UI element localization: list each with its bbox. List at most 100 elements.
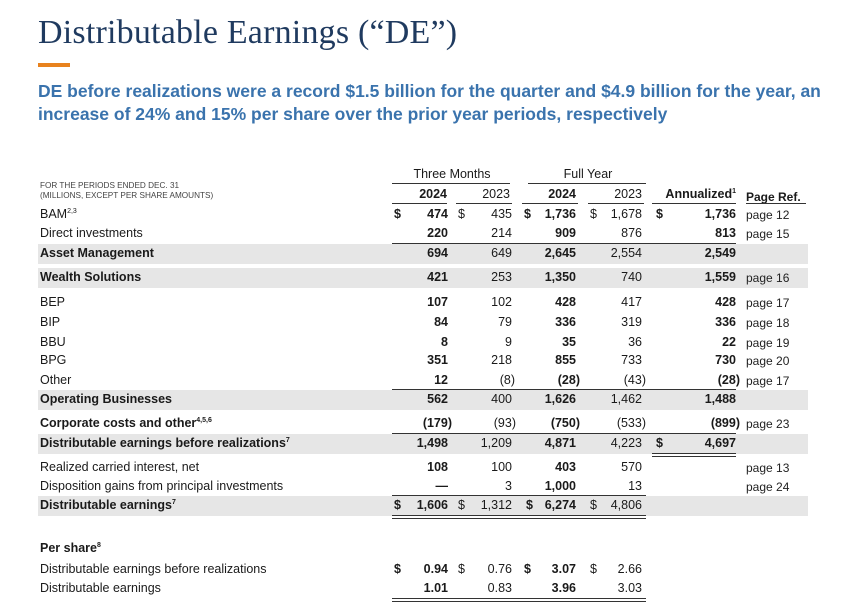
cell-fy2023: 733	[621, 353, 642, 367]
cell-fy2024: 3.96	[551, 581, 576, 595]
row-label: BBU	[40, 335, 66, 349]
cell-fy2024: (750)	[550, 416, 580, 430]
footnote-marker: 2,3	[67, 207, 77, 215]
cell-fy2024: 855	[555, 353, 576, 367]
cell-fy2023: 417	[621, 295, 642, 309]
footnote-marker: 8	[96, 541, 101, 549]
cell-q2024: 1.01	[423, 581, 448, 595]
currency-symbol: $	[590, 207, 597, 221]
cell-q2024: —	[435, 479, 449, 493]
table-row-total: Distributable earnings7 $ 1,606 $ 1,312 …	[38, 496, 808, 516]
total-double-underline	[392, 598, 646, 602]
cell-annualized: 730	[715, 353, 736, 367]
header-three-months: Three Months	[413, 167, 491, 181]
cell-q2024: 108	[427, 460, 448, 474]
page-ref: page 15	[746, 227, 790, 241]
col-header-underline	[746, 203, 806, 204]
cell-annualized: 813	[715, 226, 736, 240]
table-row-subtotal: Asset Management 694 649 2,645 2,554 2,5…	[38, 244, 808, 264]
cell-q2023: 400	[491, 392, 512, 406]
cell-q2023: 214	[491, 226, 512, 240]
row-label: BIP	[40, 315, 61, 329]
table-row-subtotal: Operating Businesses 562 400 1,626 1,462…	[38, 390, 808, 410]
row-label-text: Distributable earnings before realizatio…	[40, 436, 286, 450]
per-share-title: Per share8	[40, 541, 101, 555]
cell-q2024: 8	[441, 335, 448, 349]
per-share-title-text: Per share	[40, 541, 97, 555]
cell-fy2023: 570	[621, 460, 642, 474]
cell-annualized: (899)	[710, 416, 740, 430]
cell-annualized: 4,697	[704, 436, 736, 450]
row-label: Distributable earnings before realizatio…	[40, 436, 290, 450]
currency-symbol: $	[524, 207, 531, 221]
cell-fy2023: 876	[621, 226, 642, 240]
col-header-q2024: 2024	[419, 187, 447, 201]
cell-fy2024: 1,626	[544, 392, 576, 406]
col-header-q2023: 2023	[482, 187, 510, 201]
table-row: Direct investments 220 214 909 876 813 p…	[38, 224, 808, 244]
cell-q2023: 9	[505, 335, 512, 349]
cell-fy2024: 2,645	[544, 246, 576, 260]
cell-q2023: 102	[491, 295, 512, 309]
total-double-underline	[652, 453, 736, 457]
page-ref: page 12	[746, 208, 790, 222]
cell-q2024: 220	[427, 226, 448, 240]
page-subtitle: DE before realizations were a record $1.…	[38, 81, 821, 124]
cell-fy2024: 403	[555, 460, 576, 474]
cell-fy2024: 1,350	[544, 270, 576, 284]
cell-q2024: 0.94	[423, 562, 448, 576]
currency-symbol: $	[458, 498, 465, 512]
page-ref: page 17	[746, 296, 790, 310]
cell-fy2023: 36	[628, 335, 642, 349]
table-row: BIP 84 79 336 319 336 page 18	[38, 313, 808, 333]
cell-fy2024: (28)	[557, 373, 580, 387]
cell-annualized: 1,736	[704, 207, 736, 221]
currency-symbol: $	[394, 207, 401, 221]
row-label: Other	[40, 373, 72, 387]
col-header-annualized: Annualized1	[650, 187, 736, 201]
cell-fy2024: 4,871	[544, 436, 576, 450]
cell-fy2024: 3.07	[551, 562, 576, 576]
cell-fy2024: 35	[562, 335, 576, 349]
cell-q2023: 0.76	[487, 562, 512, 576]
cell-fy2023: 319	[621, 315, 642, 329]
cell-annualized: 1,559	[704, 270, 736, 284]
row-label: Corporate costs and other4,5,6	[40, 416, 212, 430]
annualized-label: Annualized	[665, 187, 733, 201]
cell-fy2024: 336	[555, 315, 576, 329]
cell-fy2023: 4,806	[610, 498, 642, 512]
cell-q2023: 0.83	[487, 581, 512, 595]
page-ref: page 19	[746, 336, 790, 350]
cell-fy2024: 1,736	[544, 207, 576, 221]
row-label-text: BAM	[40, 207, 68, 221]
row-label: Distributable earnings before realizatio…	[40, 562, 267, 576]
cell-fy2023: 13	[628, 479, 642, 493]
header-underline	[392, 183, 510, 184]
col-header-underline	[652, 203, 736, 204]
subtotal-underline	[392, 495, 646, 496]
cell-fy2023: 1,462	[610, 392, 642, 406]
footnote-marker: 4,5,6	[196, 416, 212, 424]
title-accent-bar	[38, 63, 70, 67]
cell-fy2023: 4,223	[610, 436, 642, 450]
row-label: Asset Management	[40, 246, 154, 260]
periods-note-line: FOR THE PERIODS ENDED DEC. 31	[40, 181, 180, 190]
per-share-row: Distributable earnings 1.01 0.83 3.96 3.…	[38, 579, 808, 599]
cell-fy2023: 1,678	[610, 207, 642, 221]
row-label: Disposition gains from principal investm…	[40, 479, 284, 493]
cell-q2024: 12	[434, 373, 448, 387]
page-ref: page 23	[746, 417, 790, 431]
table-row: BBU 8 9 35 36 22 page 19	[38, 333, 808, 353]
cell-annualized: 2,549	[704, 246, 736, 260]
currency-symbol: $	[524, 562, 531, 576]
cell-q2023: 649	[491, 246, 512, 260]
table-row: Corporate costs and other4,5,6 (179) (93…	[38, 414, 808, 434]
cell-q2023: (8)	[499, 373, 515, 387]
col-header-underline	[456, 203, 512, 204]
footnote-marker: 7	[171, 498, 176, 506]
currency-symbol: $	[394, 498, 401, 512]
currency-symbol: $	[656, 436, 663, 450]
currency-symbol: $	[394, 562, 401, 576]
page-title: Distributable Earnings (“DE”)	[38, 14, 458, 51]
row-label: Operating Businesses	[40, 392, 172, 406]
